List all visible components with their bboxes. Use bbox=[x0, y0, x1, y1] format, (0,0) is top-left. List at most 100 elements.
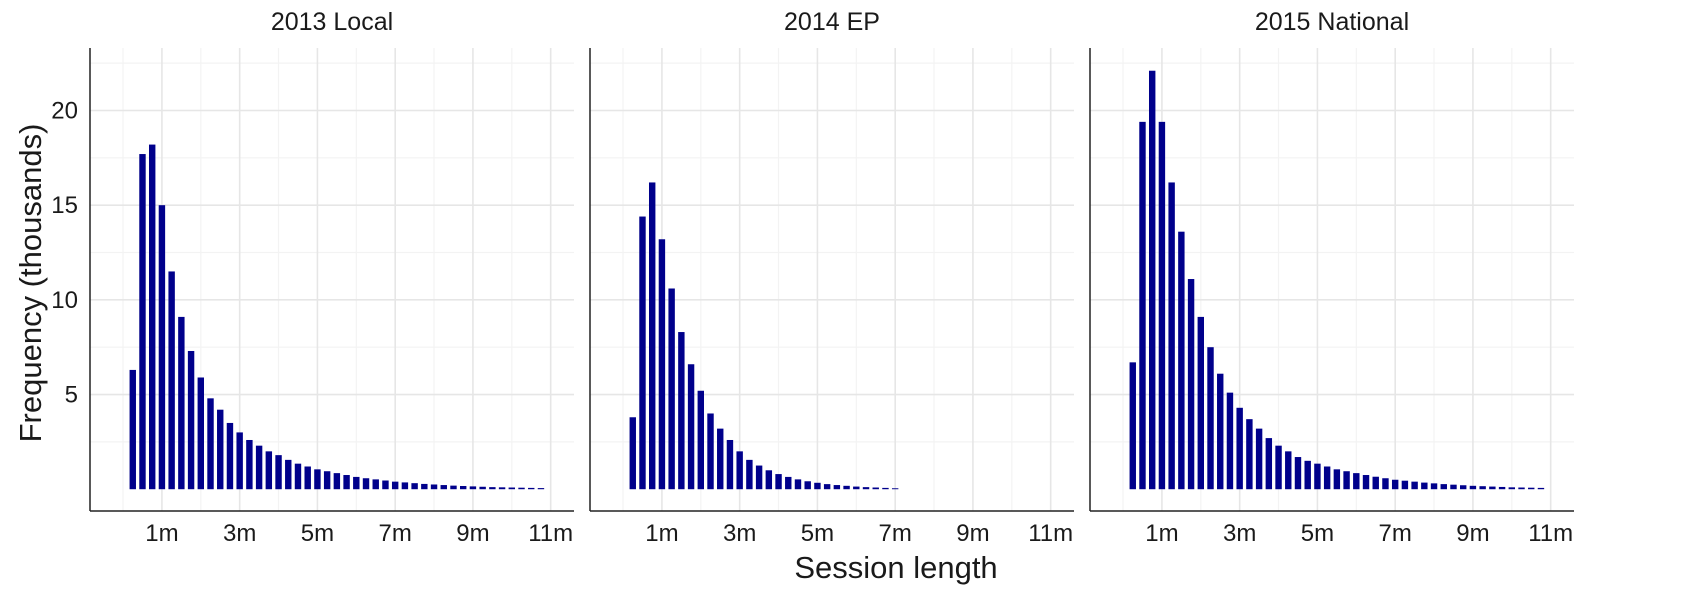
histogram-bar bbox=[508, 487, 516, 490]
x-tick-label: 5m bbox=[801, 520, 834, 547]
histogram-bar bbox=[1207, 347, 1214, 490]
histogram-bar bbox=[668, 288, 675, 490]
histogram-bar bbox=[1148, 70, 1156, 490]
histogram-bar bbox=[1285, 451, 1292, 490]
histogram-bar bbox=[450, 485, 457, 490]
histogram-bar bbox=[853, 486, 860, 490]
histogram-bar bbox=[391, 481, 399, 490]
histogram-bar bbox=[1362, 475, 1370, 490]
histogram-bar bbox=[139, 154, 146, 490]
histogram-bar bbox=[343, 475, 350, 490]
x-tick-label: 5m bbox=[301, 520, 334, 547]
histogram-bar bbox=[440, 485, 447, 490]
histogram-bar bbox=[537, 488, 545, 490]
histogram-bar bbox=[1450, 484, 1457, 490]
histogram-bar bbox=[726, 439, 734, 490]
x-tick-label: 9m bbox=[1456, 520, 1489, 547]
histogram-bar bbox=[648, 182, 656, 490]
histogram-bar bbox=[833, 485, 841, 490]
x-tick-label: 7m bbox=[1379, 520, 1412, 547]
histogram-bar bbox=[1178, 231, 1185, 490]
histogram-bar bbox=[794, 479, 802, 490]
histogram-bar bbox=[246, 439, 253, 490]
histogram-bar bbox=[1382, 478, 1389, 490]
histogram-bar bbox=[1333, 469, 1341, 490]
x-tick-label: 1m bbox=[1145, 520, 1178, 547]
histogram-bar bbox=[207, 398, 214, 490]
histogram-bar bbox=[1498, 486, 1506, 490]
histogram-bar bbox=[469, 486, 477, 490]
histogram-bar bbox=[1469, 485, 1477, 490]
histogram-bar bbox=[372, 479, 379, 490]
histogram-bar bbox=[1459, 485, 1467, 490]
histogram-bar bbox=[1255, 428, 1263, 490]
histogram-bar bbox=[333, 473, 341, 490]
histogram-bar bbox=[479, 486, 486, 490]
histogram-bar bbox=[294, 463, 302, 490]
histogram-bar bbox=[129, 369, 136, 490]
histogram-bar bbox=[639, 216, 646, 490]
x-axis-title: Session length bbox=[794, 550, 997, 585]
x-tick-label: 7m bbox=[879, 520, 912, 547]
histogram-bar bbox=[717, 428, 724, 490]
x-tick-label: 11m bbox=[528, 520, 573, 547]
y-axis-title: Frequency (thousands) bbox=[13, 124, 48, 443]
histogram-bar bbox=[765, 470, 773, 490]
histogram-bar bbox=[755, 465, 763, 490]
x-tick-label: 3m bbox=[1223, 520, 1256, 547]
histogram-bar bbox=[197, 377, 205, 490]
histogram-bar bbox=[687, 364, 695, 490]
histogram-bar bbox=[1304, 460, 1311, 490]
histogram-bar bbox=[658, 239, 666, 490]
histogram-bar bbox=[1528, 487, 1535, 490]
histogram-bar bbox=[148, 144, 156, 490]
x-tick-label: 1m bbox=[645, 520, 678, 547]
histogram-bar bbox=[217, 409, 224, 490]
histogram-bar bbox=[430, 484, 438, 490]
histogram-bar bbox=[629, 417, 636, 490]
histogram-bar bbox=[736, 451, 743, 490]
histogram-bar bbox=[353, 476, 360, 490]
panel-title: 2013 Local bbox=[271, 8, 393, 36]
histogram-bar bbox=[1421, 482, 1428, 490]
histogram-bar bbox=[226, 422, 234, 490]
y-tick-label: 10 bbox=[51, 287, 78, 314]
histogram-bar bbox=[1508, 487, 1516, 490]
histogram-bar bbox=[323, 471, 331, 490]
histogram-bar bbox=[382, 480, 389, 490]
x-tick-label: 9m bbox=[456, 520, 489, 547]
histogram-bar bbox=[1537, 487, 1545, 490]
histogram-bar bbox=[1372, 476, 1379, 490]
histogram-bar bbox=[362, 478, 370, 490]
histogram-bar bbox=[1353, 473, 1360, 490]
histogram-bar bbox=[1197, 316, 1205, 490]
histogram-bar bbox=[1275, 445, 1282, 490]
histogram-bar bbox=[1430, 483, 1438, 490]
histogram-bar bbox=[775, 474, 782, 490]
histogram-bar bbox=[1440, 484, 1447, 490]
histogram-bar bbox=[1246, 419, 1253, 490]
x-tick-label: 5m bbox=[1301, 520, 1334, 547]
histogram-bar bbox=[236, 432, 243, 490]
histogram-bar bbox=[1226, 392, 1234, 490]
histogram-bar bbox=[746, 459, 753, 490]
panel-title: 2015 National bbox=[1255, 8, 1409, 36]
panel-title: 2014 EP bbox=[784, 8, 880, 36]
histogram-bar bbox=[862, 487, 870, 490]
histogram-bar bbox=[1217, 373, 1224, 490]
histogram-bar bbox=[697, 390, 705, 490]
histogram-bar bbox=[304, 466, 311, 490]
histogram-bar bbox=[1168, 182, 1175, 490]
histogram-bar bbox=[187, 350, 195, 490]
histogram-bar bbox=[489, 487, 496, 490]
histogram-bar bbox=[678, 332, 685, 490]
x-tick-label: 11m bbox=[1028, 520, 1073, 547]
histogram-bar bbox=[1518, 487, 1525, 490]
histogram-bar bbox=[1391, 479, 1399, 490]
histogram-bar bbox=[421, 483, 428, 490]
histogram-bar bbox=[1265, 438, 1273, 490]
histogram-bar bbox=[255, 445, 263, 490]
histogram-bar bbox=[1129, 362, 1136, 490]
